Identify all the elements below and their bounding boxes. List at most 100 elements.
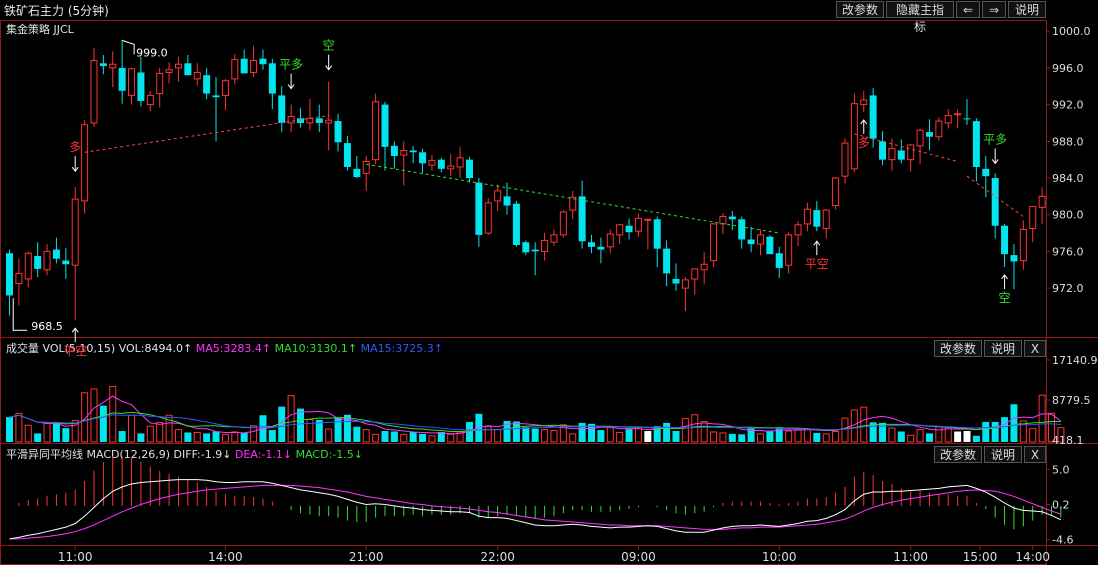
candle-body — [822, 209, 830, 229]
candle-body — [268, 63, 276, 94]
candle-body — [297, 118, 305, 123]
volume-bar — [972, 435, 980, 442]
candle-body — [888, 148, 896, 161]
volume-bar — [897, 431, 905, 442]
volume-bar — [484, 426, 492, 443]
candle-body — [700, 263, 708, 271]
volume-ma15: MA15:3725.3↑ — [360, 342, 444, 355]
volume-bar — [372, 433, 380, 443]
volume-bar — [588, 423, 596, 442]
help-button[interactable]: 说明 — [1008, 1, 1046, 18]
volume-bar — [559, 424, 567, 443]
candle-body — [259, 58, 267, 65]
volume-bar — [531, 428, 539, 442]
volume-bar — [297, 408, 305, 442]
next-arrow-icon[interactable]: ⇒ — [982, 1, 1006, 18]
volume-params: VOL(5,10,15) — [42, 342, 116, 355]
volume-bar — [982, 421, 990, 442]
x-tick-label: 10:00 — [762, 550, 797, 564]
signal-label: 平多 — [983, 132, 1007, 146]
volume-indicator-header: 成交量 VOL(5,10,15) VOL:8494.0↑ MA5:3283.4↑… — [6, 340, 443, 356]
volume-bar — [522, 427, 530, 442]
macd-diff: DIFF:-1.9↓ — [173, 448, 232, 461]
candle-body — [306, 117, 314, 124]
candle-body — [588, 242, 596, 247]
candle-body — [409, 150, 417, 153]
y-tick-label: 972.0 — [1052, 282, 1084, 295]
volume-bar — [954, 431, 962, 442]
strategy-line — [366, 163, 780, 234]
volume-bar — [400, 433, 408, 443]
candle-body — [813, 210, 821, 227]
macd-change-params-button[interactable]: 改参数 — [934, 446, 982, 463]
candle-body — [766, 236, 774, 255]
volume-bar — [785, 430, 793, 443]
volume-bar — [71, 420, 79, 443]
macd-close-icon[interactable]: X — [1024, 446, 1046, 463]
volume-ma-line — [9, 411, 1061, 432]
volume-bars — [6, 386, 1065, 443]
volume-bar — [437, 431, 445, 442]
volume-bar — [935, 426, 943, 443]
change-params-button[interactable]: 改参数 — [836, 1, 884, 18]
candle-body — [165, 69, 173, 73]
volume-bar — [578, 422, 586, 442]
y-tick-label: 988.0 — [1052, 135, 1084, 148]
plot-border — [0, 20, 1047, 565]
volume-bar — [644, 431, 652, 442]
candle-body — [991, 178, 999, 226]
volume-bar — [137, 433, 145, 442]
high-marker — [121, 39, 135, 55]
volume-bar — [625, 429, 633, 442]
x-tick-label: 14:00 — [208, 550, 243, 564]
y-tick-label: 8779.5 — [1052, 394, 1091, 407]
volume-bar — [203, 433, 211, 442]
candle-body — [184, 63, 192, 76]
volume-bar — [268, 430, 276, 442]
x-tick-label: 22:00 — [480, 550, 515, 564]
volume-bar — [860, 406, 868, 443]
x-tick-label: 11:00 — [893, 550, 928, 564]
volume-ma-line — [9, 414, 1061, 431]
y-tick-label: 0.2 — [1052, 498, 1070, 511]
volume-bar — [963, 431, 971, 442]
volume-bar — [278, 406, 286, 442]
prev-arrow-icon[interactable]: ⇐ — [956, 1, 980, 18]
macd-params: MACD(12,26,9) — [86, 448, 171, 461]
volume-bar — [756, 433, 764, 443]
signal-label: 空 — [999, 291, 1011, 305]
candle-body — [174, 63, 182, 69]
volume-bar — [174, 429, 182, 443]
volume-bar — [81, 392, 89, 443]
candle-body — [954, 113, 962, 116]
high-label: 999.0 — [136, 46, 168, 59]
candlestick-series — [6, 40, 1046, 321]
chart-frame — [0, 20, 1098, 565]
candle-body — [944, 115, 952, 124]
volume-help-button[interactable]: 说明 — [984, 340, 1022, 357]
volume-bar — [653, 426, 661, 442]
signal-arrowhead-icon — [325, 65, 333, 71]
candle-body — [785, 234, 793, 266]
x-tick-label: 21:00 — [349, 550, 384, 564]
volume-close-icon[interactable]: X — [1024, 340, 1046, 357]
candle-body — [963, 118, 971, 120]
volume-change-params-button[interactable]: 改参数 — [934, 340, 982, 357]
macd-value: MACD:-1.5↓ — [295, 448, 363, 461]
candle-body — [606, 233, 614, 248]
candle-body — [775, 253, 783, 268]
strategy-lines — [84, 115, 1024, 234]
candle-body — [62, 260, 70, 265]
macd-help-button[interactable]: 说明 — [984, 446, 1022, 463]
axes: 1000.0 996.0 992.0 988.0 984.0 980.0 976.0 972.… — [58, 25, 1098, 564]
volume-bar — [606, 427, 614, 443]
candle-body — [879, 141, 887, 160]
volume-bar — [1048, 412, 1055, 443]
candle-body — [221, 80, 229, 96]
hide-main-indicator-button[interactable]: 隐藏主指标 — [886, 1, 954, 34]
volume-bar — [991, 421, 999, 442]
signal-label: 空 — [323, 39, 335, 53]
candle-body — [99, 63, 107, 67]
volume-bar — [475, 413, 483, 442]
volume-bar — [343, 414, 351, 442]
